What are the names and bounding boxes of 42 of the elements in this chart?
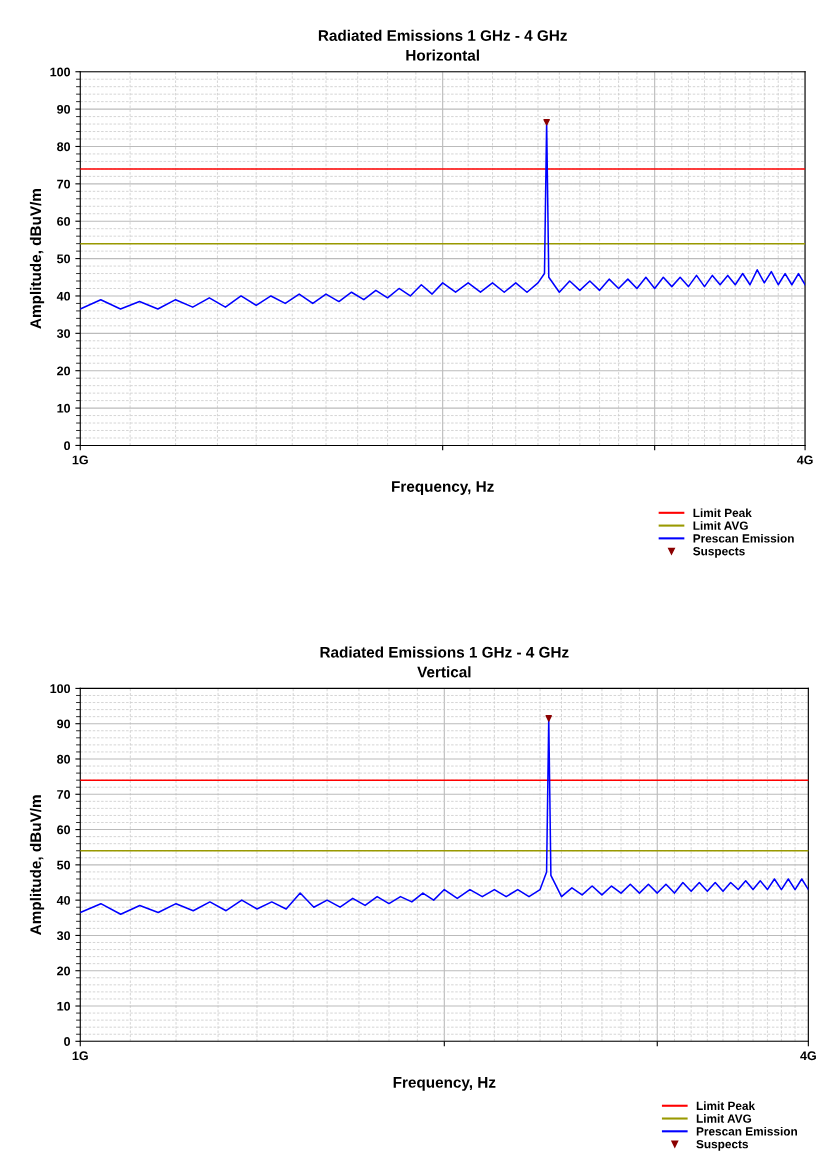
y-tick-label: 40 <box>56 895 71 905</box>
y-tick-label: 30 <box>56 329 71 338</box>
y-tick-label: 20 <box>57 366 71 376</box>
y-tick-label: 60 <box>57 825 71 835</box>
y-tick-label: 90 <box>57 104 71 114</box>
legend-label: Limit AVG <box>696 1114 752 1123</box>
y-tick-label: 80 <box>57 142 71 152</box>
y-tick-label: 0 <box>64 1037 71 1046</box>
y-tick-label: 10 <box>57 1001 71 1011</box>
legend-label: Prescan Emission <box>693 533 794 543</box>
y-tick-label: 30 <box>56 931 71 941</box>
legend-label: Limit Peak <box>693 508 752 518</box>
chart-subtitle: Horizontal <box>406 49 479 61</box>
y-tick-label: 100 <box>50 67 71 77</box>
y-axis-title: Amplitude, dBuV/m <box>29 795 45 935</box>
y-tick-label: 70 <box>57 179 71 189</box>
x-axis-title: Frequency, Hz <box>393 1077 496 1091</box>
legend-label: Suspects <box>696 1139 749 1151</box>
y-tick-label: 100 <box>50 684 71 694</box>
legend-label: Suspects <box>693 547 745 558</box>
y-tick-label: 80 <box>57 754 71 764</box>
y-tick-label: 60 <box>57 217 71 226</box>
y-tick-label: 40 <box>56 291 71 301</box>
legend-label: Limit AVG <box>693 521 748 530</box>
y-tick-label: 10 <box>57 403 71 413</box>
legend-label: Limit Peak <box>696 1101 756 1110</box>
y-tick-label: 50 <box>57 254 71 264</box>
y-tick-label: 50 <box>57 860 71 870</box>
x-tick-label: 4G <box>800 1051 816 1061</box>
y-tick-label: 90 <box>57 719 71 729</box>
x-tick-label: 1G <box>72 455 88 465</box>
chart-title: Radiated Emissions 1 GHz - 4 GHz <box>318 29 567 41</box>
x-tick-label: 4G <box>796 455 813 465</box>
legend-label: Prescan Emission <box>696 1126 797 1136</box>
y-tick-label: 20 <box>57 966 71 976</box>
y-tick-label: 70 <box>57 790 71 799</box>
y-tick-label: 0 <box>64 441 71 451</box>
y-axis-title: Amplitude, dBuV/m <box>29 189 45 329</box>
chart-title: Radiated Emissions 1 GHz - 4 GHz <box>320 646 569 658</box>
chart-subtitle: Vertical <box>417 666 471 678</box>
x-tick-label: 1G <box>72 1051 88 1061</box>
x-axis-title: Frequency, Hz <box>392 481 494 495</box>
